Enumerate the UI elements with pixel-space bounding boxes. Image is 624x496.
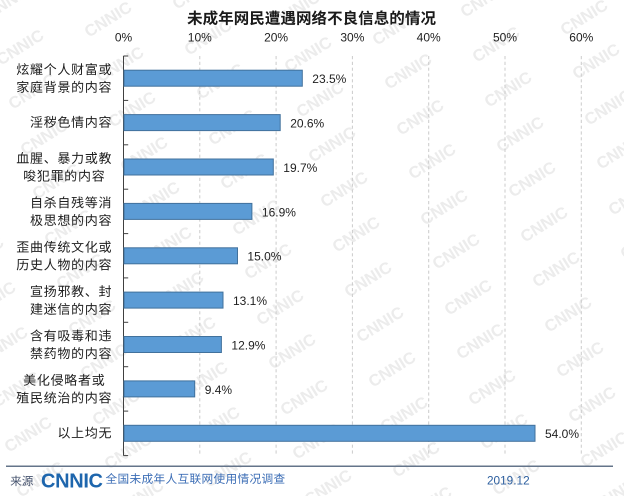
svg-text:30%: 30% [340, 30, 364, 44]
svg-text:13.1%: 13.1% [233, 294, 267, 308]
svg-text:CNNIC: CNNIC [41, 471, 103, 493]
svg-text:9.4%: 9.4% [205, 383, 233, 397]
svg-text:20%: 20% [264, 30, 288, 44]
svg-text:10%: 10% [188, 30, 212, 44]
svg-text:50%: 50% [493, 30, 517, 44]
svg-text:54.0%: 54.0% [545, 427, 579, 441]
svg-text:23.5%: 23.5% [312, 72, 346, 86]
svg-text:12.9%: 12.9% [231, 338, 265, 352]
svg-text:2019.12: 2019.12 [487, 473, 530, 487]
svg-text:20.6%: 20.6% [290, 117, 324, 131]
svg-text:19.7%: 19.7% [283, 161, 317, 175]
svg-text:60%: 60% [569, 30, 593, 44]
svg-text:16.9%: 16.9% [262, 205, 296, 219]
svg-text:15.0%: 15.0% [247, 250, 281, 264]
svg-text:40%: 40% [417, 30, 441, 44]
svg-text:0%: 0% [115, 30, 133, 44]
